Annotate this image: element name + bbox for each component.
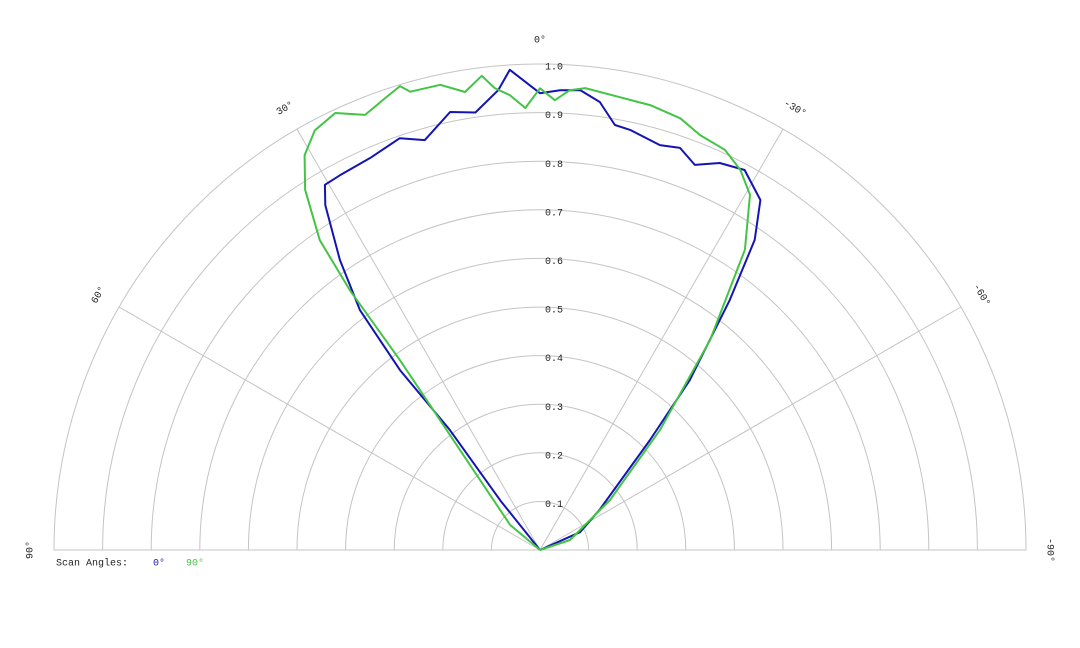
- grid-ring: [345, 355, 735, 551]
- grid-ring: [102, 112, 978, 551]
- legend-entry: 0°: [153, 558, 165, 570]
- theta-tick-label: 30°: [275, 99, 297, 118]
- theta-tick-label: -30°: [781, 98, 808, 120]
- grid-spoke: [118, 306, 541, 551]
- legend-title: Scan Angles:: [56, 558, 128, 570]
- r-tick-label: 0.6: [545, 257, 563, 268]
- grid-ring: [442, 452, 638, 551]
- r-tick-label: 0.7: [545, 208, 563, 219]
- grid: [53, 63, 1027, 551]
- grid-ring: [393, 403, 687, 551]
- r-tick-label: 1.0: [545, 63, 563, 74]
- grid-spoke: [539, 306, 962, 551]
- theta-tick-label: -90°: [1043, 538, 1055, 562]
- grid-ring: [53, 63, 1027, 551]
- r-tick-label: 0.5: [545, 306, 563, 317]
- grid-ring: [247, 257, 833, 551]
- r-tick-label: 0.8: [545, 160, 563, 171]
- series-line: [323, 68, 762, 551]
- r-tick-label: 0.4: [545, 354, 563, 365]
- r-tick-label: 0.3: [545, 403, 563, 414]
- legend-entry: 90°: [186, 558, 204, 570]
- theta-tick-label: 0°: [534, 35, 546, 47]
- grid-ring: [150, 160, 930, 551]
- theta-tick-label: -60°: [970, 282, 992, 309]
- r-tick-label: 0.2: [545, 451, 563, 462]
- theta-tick-label: 60°: [89, 285, 108, 307]
- r-tick-label: 0.1: [545, 500, 563, 511]
- theta-tick-label: 90°: [25, 541, 37, 559]
- series-line: [303, 74, 751, 551]
- grid-spoke: [539, 128, 784, 551]
- r-tick-label: 0.9: [545, 111, 563, 122]
- grid-ring: [296, 306, 784, 551]
- grid-spoke: [296, 128, 541, 551]
- plot: [303, 68, 762, 551]
- grid-ring: [199, 209, 881, 551]
